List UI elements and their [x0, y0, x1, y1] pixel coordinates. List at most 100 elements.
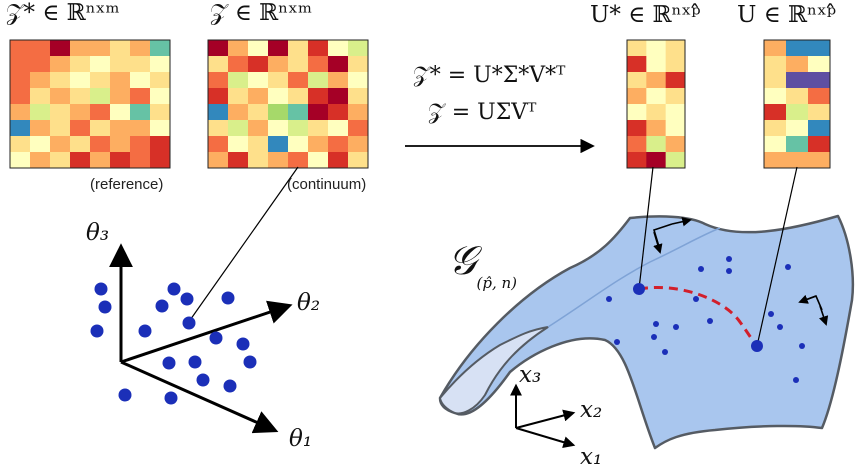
heatmap-cell [665, 40, 686, 57]
heatmap-cell [90, 104, 111, 121]
heatmap-cell [288, 88, 309, 105]
heatmap-cell [130, 40, 151, 57]
heatmap-cell [348, 136, 369, 153]
manifold-point [768, 311, 774, 317]
heatmap-cell [308, 152, 329, 169]
manifold-point [793, 377, 799, 383]
manifold-point [799, 343, 805, 349]
heatmap-cell [110, 120, 131, 137]
heatmap-cell [786, 152, 809, 169]
heatmap-cell [150, 56, 171, 73]
heatmap-cell [328, 120, 349, 137]
heatmap-cell [70, 56, 91, 73]
heatmap-cell [288, 56, 309, 73]
heatmap-cell [248, 120, 269, 137]
heatmap-cell [627, 136, 647, 153]
parameter-points [90, 282, 257, 405]
heatmap-cell [10, 104, 31, 121]
heatmap-cell [228, 120, 249, 137]
zstar-set-label: 𝒵* ∈ ℝⁿˣᵐ [6, 0, 120, 26]
parameter-point [196, 373, 210, 387]
grassmann-manifold [438, 214, 855, 450]
heatmap-cell [70, 152, 91, 169]
heatmap-cell [808, 88, 831, 105]
reference-matrix-heatmap [9, 39, 171, 169]
parameter-point [164, 391, 178, 405]
heatmap-cell [268, 88, 289, 105]
theta1-axis [120, 360, 279, 434]
heatmap-cell [228, 72, 249, 89]
heatmap-cell [10, 72, 31, 89]
heatmap-cell [110, 104, 131, 121]
parameter-point [167, 282, 181, 296]
heatmap-cell [308, 40, 329, 57]
heatmap-cell [50, 152, 71, 169]
heatmap-cell [130, 152, 151, 169]
heatmap-cell [808, 136, 831, 153]
heatmap-cell [228, 40, 249, 57]
heatmap-cell [764, 40, 787, 57]
heatmap-cell [248, 152, 269, 169]
heatmap-border [626, 39, 686, 169]
heatmap-cell [150, 104, 171, 121]
heatmap-cell [50, 56, 71, 73]
heatmap-cell [627, 72, 647, 89]
heatmap-cell [268, 120, 289, 137]
continuum-matrix-heatmap [207, 39, 369, 169]
heatmap-cell [348, 88, 369, 105]
heatmap-cell [646, 72, 666, 89]
manifold-point [614, 339, 620, 345]
heatmap-cell [130, 136, 151, 153]
heatmap-cell [786, 40, 809, 57]
manifold-surface [438, 214, 855, 450]
heatmap-cell [308, 104, 329, 121]
parameter-point [236, 337, 250, 351]
heatmap-cell [328, 104, 349, 121]
heatmap-cell [646, 136, 666, 153]
heatmap-cell [150, 40, 171, 57]
heatmap-border [207, 39, 369, 169]
heatmap-cell [30, 40, 51, 57]
continuum-caption: (continuum) [287, 176, 367, 193]
heatmap-cell [130, 104, 151, 121]
manifold-fold [439, 326, 549, 415]
heatmap-cell [150, 120, 171, 137]
tangent-arrows-right [798, 294, 829, 326]
heatmap-cell [248, 136, 269, 153]
heatmap-cell [30, 136, 51, 153]
heatmap-cell [665, 72, 686, 89]
leader-line-u [756, 166, 798, 347]
manifold-point [726, 256, 732, 262]
heatmap-cell [786, 136, 809, 153]
heatmap-cell [70, 88, 91, 105]
heatmap-cell [764, 88, 787, 105]
parameter-point [182, 316, 196, 330]
heatmap-cell [208, 136, 229, 153]
manifold-point [785, 264, 791, 270]
heatmap-cell [228, 88, 249, 105]
heatmap-cell [665, 136, 686, 153]
parameter-point [90, 324, 104, 338]
heatmap-cell [10, 120, 31, 137]
manifold-point [673, 324, 679, 330]
heatmap-cell [348, 40, 369, 57]
heatmap-cell [308, 72, 329, 89]
manifold-symbol: 𝒢 [448, 238, 477, 284]
heatmap-cell [646, 152, 666, 169]
manifold-point [606, 296, 612, 302]
heatmap-cell [248, 104, 269, 121]
heatmap-cell [786, 88, 809, 105]
u-set-label: U ∈ ℝⁿˣᵖ̂ [737, 2, 837, 28]
heatmap-cell [30, 56, 51, 73]
heatmap-cell [308, 136, 329, 153]
heatmap-cell [70, 104, 91, 121]
heatmap-cell [70, 120, 91, 137]
heatmap-cell [90, 152, 111, 169]
parameter-point [162, 356, 176, 370]
heatmap-cell [646, 104, 666, 121]
heatmap-cell [248, 40, 269, 57]
leader-line-continuum [187, 166, 299, 324]
heatmap-cell [90, 136, 111, 153]
u-basis-heatmap [763, 39, 831, 169]
heatmap-cell [764, 136, 787, 153]
